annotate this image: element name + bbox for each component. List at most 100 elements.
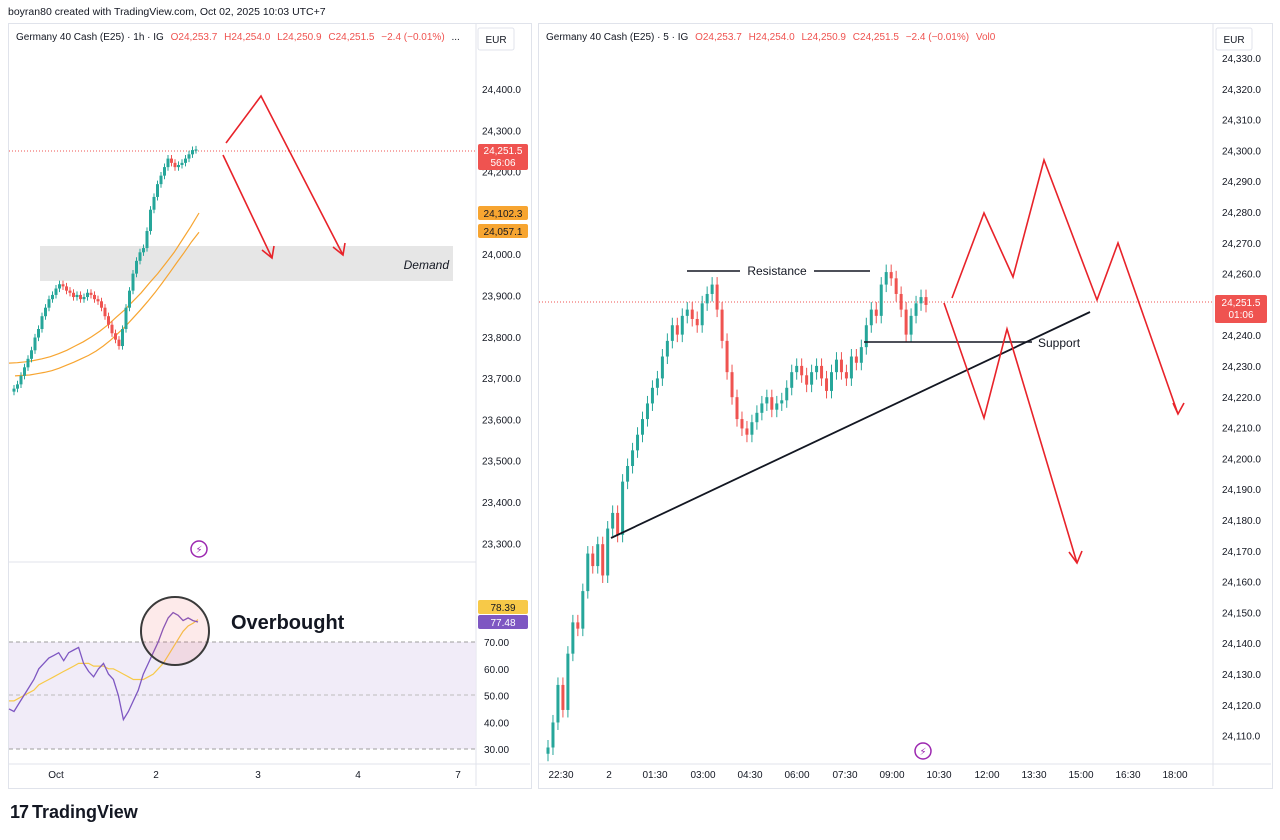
right-currency-box[interactable] xyxy=(1215,27,1253,51)
rsi-ma-tag xyxy=(478,600,528,614)
candle xyxy=(86,289,89,301)
right-legend-open: O24,253.7 xyxy=(695,32,742,43)
candle xyxy=(770,389,774,418)
candle xyxy=(173,159,177,171)
candle xyxy=(710,277,714,302)
candle xyxy=(805,367,809,393)
left-lightning-icon[interactable] xyxy=(190,540,208,558)
left-price-tick: 23,700.0 xyxy=(482,374,521,385)
candle xyxy=(859,339,863,371)
left-time-tick: 2 xyxy=(153,770,159,781)
candle xyxy=(740,411,744,436)
demand-zone[interactable] xyxy=(40,246,453,281)
resistance-label: Resistance xyxy=(747,264,807,278)
candle xyxy=(914,295,918,324)
candle xyxy=(909,308,913,343)
left-currency-box[interactable] xyxy=(477,27,515,51)
right-price-tick: 24,170.0 xyxy=(1222,547,1261,558)
candle xyxy=(191,146,194,158)
right-currency-label: EUR xyxy=(1223,35,1244,46)
right-price-tick: 24,210.0 xyxy=(1222,424,1261,435)
right-price-tick: 24,270.0 xyxy=(1222,239,1261,250)
right-time-tick: 2 xyxy=(606,770,612,781)
right-time-tick: 18:00 xyxy=(1162,770,1187,781)
left-legend-open: O24,253.7 xyxy=(171,32,218,43)
candle xyxy=(745,420,749,443)
right-candles xyxy=(546,264,928,762)
candle xyxy=(839,352,843,380)
candle xyxy=(138,248,142,265)
right-time-tick: 01:30 xyxy=(642,770,667,781)
candle xyxy=(93,291,96,303)
candle xyxy=(775,395,779,418)
candle xyxy=(795,358,799,380)
projection-bullish-path xyxy=(951,157,1179,415)
right-legend-close: C24,251.5 xyxy=(853,32,900,43)
candle xyxy=(184,155,187,167)
right-price-tick: 24,280.0 xyxy=(1222,208,1261,219)
candle xyxy=(894,270,898,302)
left-legend: Germany 40 Cash (E25) · 1h · IG O24,253.… xyxy=(16,32,460,43)
left-legend-change: −2.4 (−0.01%) xyxy=(381,32,444,43)
tradingview-brand[interactable]: 17 TradingView xyxy=(10,802,138,823)
right-lightning-icon[interactable] xyxy=(914,742,932,760)
candle xyxy=(96,295,100,305)
ascending-trendline[interactable] xyxy=(610,311,1091,539)
left-price-tag-countdown: 56:06 xyxy=(490,158,515,169)
right-price-tick: 24,160.0 xyxy=(1222,578,1261,589)
right-time-tick: 04:30 xyxy=(737,770,762,781)
right-time-tick: 07:30 xyxy=(832,770,857,781)
left-price-tick: 23,300.0 xyxy=(482,539,521,550)
right-chart-panel[interactable] xyxy=(538,23,1273,789)
left-currency-label: EUR xyxy=(485,35,506,46)
rsi-tag-value: 77.48 xyxy=(490,618,515,629)
left-time-tick: 4 xyxy=(355,770,361,781)
candle xyxy=(705,286,709,311)
candle xyxy=(675,317,679,343)
candle xyxy=(700,295,704,333)
candle xyxy=(611,505,615,537)
right-legend-volume: Vol0 xyxy=(976,32,996,43)
candle xyxy=(820,358,824,386)
right-price-tick: 24,200.0 xyxy=(1222,454,1261,465)
support-label: Support xyxy=(1038,336,1081,350)
left-time-tick: Oct xyxy=(48,770,64,781)
right-price-tick: 24,140.0 xyxy=(1222,639,1261,650)
candle xyxy=(61,280,65,290)
left-price-tick: 23,400.0 xyxy=(482,498,521,509)
candle xyxy=(58,280,61,293)
candle xyxy=(660,349,664,386)
candle xyxy=(645,395,649,427)
candle xyxy=(695,311,699,333)
candle xyxy=(690,302,694,327)
candle xyxy=(124,304,128,333)
right-time-tick: 22:30 xyxy=(548,770,573,781)
candle xyxy=(40,312,44,333)
candle xyxy=(899,286,903,318)
tradingview-logo-icon: 17 xyxy=(10,802,29,822)
candle xyxy=(655,370,659,396)
candle xyxy=(72,289,75,301)
right-time-tick: 12:00 xyxy=(974,770,999,781)
rsi-ma-tag-value: 78.39 xyxy=(490,603,515,614)
candle xyxy=(725,333,729,380)
projection-bearish-path xyxy=(943,302,1078,564)
left-legend-symbol: Germany 40 Cash (E25) · 1h · IG xyxy=(16,32,164,43)
right-legend-high: H24,254.0 xyxy=(749,32,796,43)
right-price-tick: 24,300.0 xyxy=(1222,146,1261,157)
right-price-tick: 24,190.0 xyxy=(1222,485,1261,496)
rsi-ma-line xyxy=(9,619,199,702)
right-price-tick: 24,240.0 xyxy=(1222,331,1261,342)
candle xyxy=(641,411,644,443)
right-legend-low: L24,250.9 xyxy=(802,32,847,43)
candle xyxy=(82,293,86,303)
left-ma-tag-2 xyxy=(478,224,528,238)
candle xyxy=(879,277,883,324)
created-by-caption: boyran80 created with TradingView.com, O… xyxy=(8,6,326,18)
candle xyxy=(103,304,107,320)
candle xyxy=(670,317,674,349)
candle xyxy=(869,302,873,333)
candle xyxy=(551,714,555,755)
candle xyxy=(685,302,689,324)
